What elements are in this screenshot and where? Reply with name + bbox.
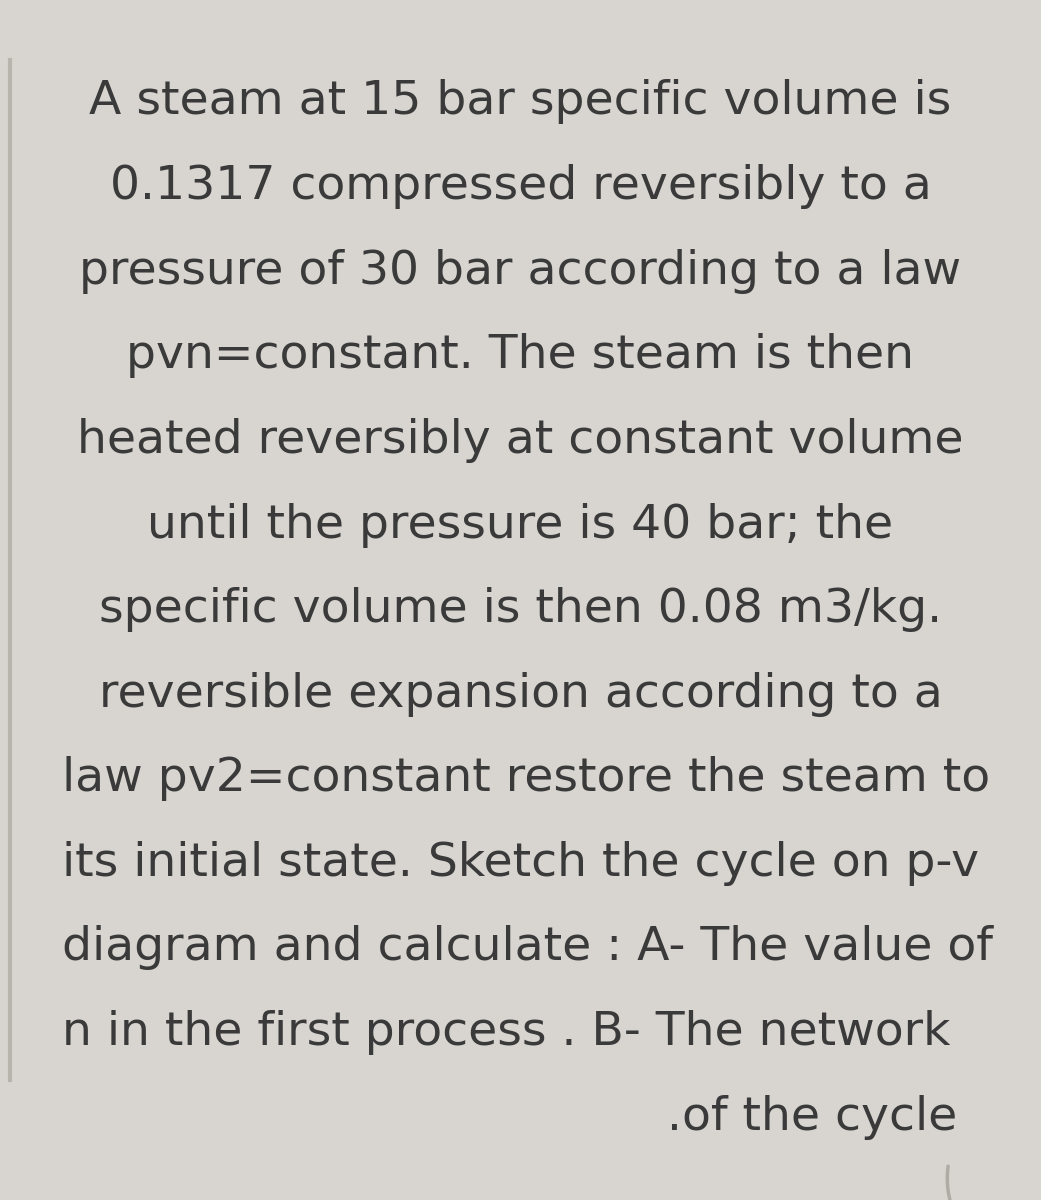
Text: pressure of 30 bar according to a law: pressure of 30 bar according to a law (79, 248, 962, 294)
Text: pvn=constant. The steam is then: pvn=constant. The steam is then (127, 334, 914, 378)
Text: A steam at 15 bar specific volume is: A steam at 15 bar specific volume is (90, 79, 951, 125)
Text: specific volume is then 0.08 m3/kg.: specific volume is then 0.08 m3/kg. (99, 587, 942, 632)
Text: 0.1317 compressed reversibly to a: 0.1317 compressed reversibly to a (109, 164, 932, 209)
Text: heated reversibly at constant volume: heated reversibly at constant volume (77, 418, 964, 463)
Text: its initial state. Sketch the cycle on p-v: its initial state. Sketch the cycle on p… (62, 841, 980, 886)
Text: n in the first process . B- The network: n in the first process . B- The network (62, 1010, 950, 1055)
Text: reversible expansion according to a: reversible expansion according to a (99, 672, 942, 716)
Text: diagram and calculate : A- The value of: diagram and calculate : A- The value of (62, 925, 993, 971)
Text: .of the cycle: .of the cycle (667, 1094, 958, 1140)
Text: law pv2=constant restore the steam to: law pv2=constant restore the steam to (62, 756, 991, 802)
Text: until the pressure is 40 bar; the: until the pressure is 40 bar; the (148, 503, 893, 547)
